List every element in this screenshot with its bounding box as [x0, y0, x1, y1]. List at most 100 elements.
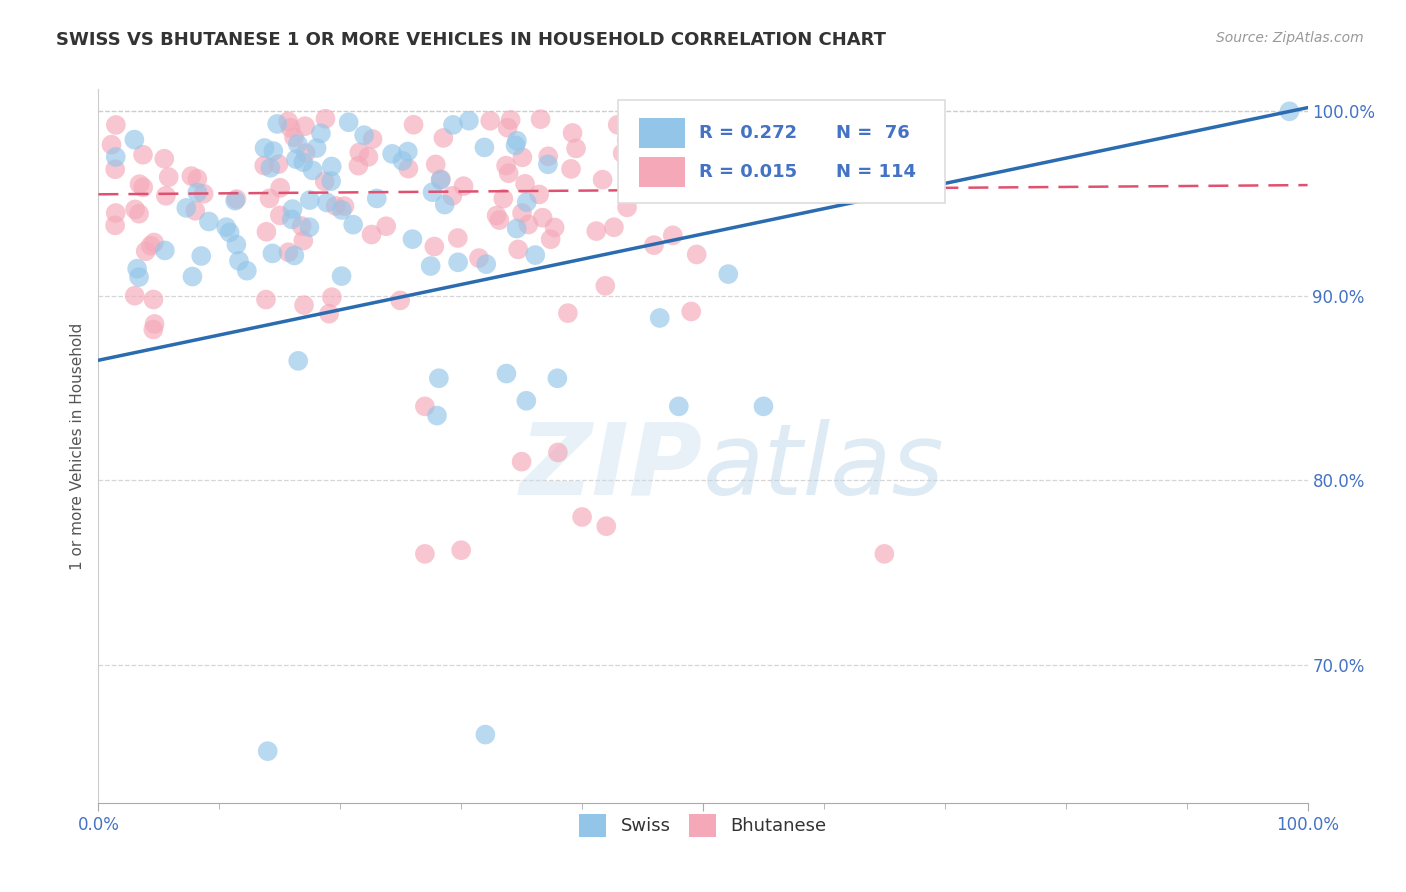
- Point: [366, 191, 388, 205]
- Point: [100, 137, 122, 152]
- Point: [643, 238, 665, 252]
- Point: [277, 114, 299, 128]
- Point: [218, 226, 240, 240]
- Point: [353, 128, 375, 143]
- Point: [309, 126, 332, 140]
- Point: [531, 211, 554, 225]
- Point: [447, 231, 470, 245]
- Point: [287, 136, 309, 151]
- Point: [143, 235, 166, 250]
- Point: [389, 293, 412, 308]
- Point: [361, 132, 384, 146]
- Point: [515, 393, 537, 408]
- Point: [104, 118, 127, 132]
- Point: [506, 134, 529, 148]
- Point: [375, 219, 398, 234]
- Point: [132, 180, 155, 194]
- FancyBboxPatch shape: [619, 100, 945, 203]
- Point: [413, 400, 436, 414]
- Point: [433, 197, 456, 211]
- Point: [298, 220, 321, 235]
- Point: [193, 186, 215, 201]
- Point: [267, 157, 290, 171]
- Point: [495, 367, 517, 381]
- Point: [422, 185, 444, 199]
- Point: [450, 543, 472, 558]
- Point: [305, 141, 328, 155]
- Point: [198, 214, 221, 228]
- Point: [318, 307, 340, 321]
- Point: [512, 150, 534, 164]
- Point: [496, 120, 519, 135]
- Text: Source: ZipAtlas.com: Source: ZipAtlas.com: [1216, 31, 1364, 45]
- Point: [142, 322, 165, 336]
- Point: [595, 278, 617, 293]
- Point: [142, 293, 165, 307]
- Text: ZIP: ZIP: [520, 419, 703, 516]
- Point: [426, 409, 449, 423]
- Point: [283, 248, 305, 262]
- Point: [153, 244, 176, 258]
- Point: [262, 246, 284, 260]
- Point: [283, 130, 305, 145]
- Point: [516, 195, 538, 210]
- Point: [510, 455, 533, 469]
- Point: [527, 187, 550, 202]
- Point: [333, 199, 356, 213]
- FancyBboxPatch shape: [638, 157, 685, 187]
- Point: [547, 445, 569, 459]
- Point: [316, 195, 339, 210]
- Point: [413, 547, 436, 561]
- Point: [537, 157, 560, 171]
- Point: [128, 270, 150, 285]
- Point: [430, 172, 453, 186]
- Point: [612, 146, 634, 161]
- Point: [381, 147, 404, 161]
- Point: [124, 202, 146, 217]
- Point: [135, 244, 157, 259]
- Point: [292, 155, 315, 169]
- Point: [325, 199, 347, 213]
- Point: [873, 547, 896, 561]
- Point: [321, 174, 343, 188]
- Point: [256, 744, 278, 758]
- Point: [447, 255, 470, 269]
- Point: [429, 173, 451, 187]
- Point: [585, 224, 607, 238]
- Point: [485, 209, 508, 223]
- Point: [132, 147, 155, 161]
- Text: SWISS VS BHUTANESE 1 OR MORE VEHICLES IN HOUSEHOLD CORRELATION CHART: SWISS VS BHUTANESE 1 OR MORE VEHICLES IN…: [56, 31, 886, 49]
- Point: [427, 371, 450, 385]
- Point: [508, 243, 530, 257]
- Text: N = 114: N = 114: [837, 163, 915, 181]
- Text: atlas: atlas: [703, 419, 945, 516]
- Point: [266, 117, 288, 131]
- Point: [540, 232, 562, 246]
- Point: [475, 257, 498, 271]
- Point: [342, 218, 364, 232]
- Point: [492, 192, 515, 206]
- Point: [668, 400, 690, 414]
- Point: [330, 202, 353, 217]
- Point: [186, 186, 208, 200]
- Point: [347, 159, 370, 173]
- Point: [510, 206, 533, 220]
- Point: [298, 193, 321, 207]
- Point: [537, 149, 560, 163]
- Point: [280, 212, 302, 227]
- Point: [606, 118, 628, 132]
- Point: [648, 310, 671, 325]
- Point: [262, 144, 284, 158]
- Point: [560, 161, 582, 176]
- Point: [616, 200, 638, 214]
- Point: [215, 220, 238, 235]
- Point: [505, 138, 527, 153]
- Point: [479, 113, 502, 128]
- Point: [225, 192, 247, 206]
- Point: [453, 179, 475, 194]
- Point: [337, 115, 360, 129]
- Point: [616, 133, 638, 147]
- Point: [360, 227, 382, 242]
- Point: [104, 162, 127, 177]
- Point: [458, 113, 481, 128]
